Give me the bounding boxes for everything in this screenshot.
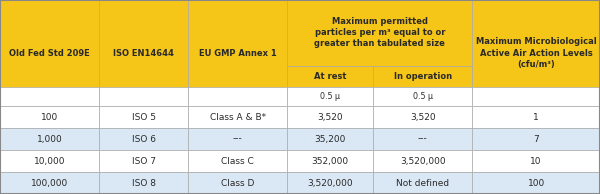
- Bar: [99, 128, 188, 150]
- Text: ISO 7: ISO 7: [131, 157, 155, 165]
- Text: 35,200: 35,200: [314, 134, 346, 144]
- Bar: [287, 66, 373, 87]
- Bar: [472, 87, 600, 106]
- Text: Class A & B*: Class A & B*: [210, 113, 266, 122]
- Bar: [0, 172, 99, 194]
- Text: Maximum Microbiological
Active Air Action Levels
(cfu/m³): Maximum Microbiological Active Air Actio…: [476, 37, 596, 69]
- Bar: [99, 0, 188, 106]
- Text: In operation: In operation: [394, 72, 452, 81]
- Text: Old Fed Std 209E: Old Fed Std 209E: [9, 48, 90, 58]
- Bar: [373, 87, 472, 106]
- Text: ISO 5: ISO 5: [131, 113, 155, 122]
- Text: Maximum permitted
particles per m³ equal to or
greater than tabulated size: Maximum permitted particles per m³ equal…: [314, 17, 445, 48]
- Bar: [287, 0, 472, 66]
- Text: 3,520: 3,520: [317, 113, 343, 122]
- Bar: [373, 172, 472, 194]
- Text: ---: ---: [418, 134, 428, 144]
- Text: 7: 7: [533, 134, 539, 144]
- Bar: [472, 150, 600, 172]
- Bar: [99, 172, 188, 194]
- Bar: [0, 87, 99, 106]
- Text: 100: 100: [527, 178, 545, 188]
- Text: EU GMP Annex 1: EU GMP Annex 1: [199, 48, 277, 58]
- Bar: [0, 0, 99, 106]
- Text: Not defined: Not defined: [397, 178, 449, 188]
- Text: 100,000: 100,000: [31, 178, 68, 188]
- Bar: [188, 150, 287, 172]
- Text: ISO EN14644: ISO EN14644: [113, 48, 174, 58]
- Text: ISO 8: ISO 8: [131, 178, 155, 188]
- Text: 352,000: 352,000: [312, 157, 349, 165]
- Bar: [287, 87, 373, 106]
- Text: ---: ---: [233, 134, 242, 144]
- Text: 1: 1: [533, 113, 539, 122]
- Bar: [287, 106, 373, 128]
- Bar: [472, 106, 600, 128]
- Bar: [99, 87, 188, 106]
- Bar: [0, 150, 99, 172]
- Bar: [188, 172, 287, 194]
- Bar: [472, 172, 600, 194]
- Bar: [0, 106, 99, 128]
- Bar: [287, 128, 373, 150]
- Bar: [188, 87, 287, 106]
- Text: Class D: Class D: [221, 178, 254, 188]
- Bar: [373, 66, 472, 87]
- Bar: [188, 128, 287, 150]
- Text: 0.5 μ: 0.5 μ: [320, 92, 340, 101]
- Bar: [99, 150, 188, 172]
- Bar: [287, 172, 373, 194]
- Bar: [373, 150, 472, 172]
- Text: 0.5 μ: 0.5 μ: [413, 92, 433, 101]
- Bar: [0, 128, 99, 150]
- Bar: [373, 106, 472, 128]
- Text: 1,000: 1,000: [37, 134, 62, 144]
- Bar: [99, 106, 188, 128]
- Bar: [188, 0, 287, 106]
- Text: 3,520,000: 3,520,000: [400, 157, 446, 165]
- Text: 10,000: 10,000: [34, 157, 65, 165]
- Bar: [188, 106, 287, 128]
- Text: Class C: Class C: [221, 157, 254, 165]
- Text: At rest: At rest: [314, 72, 347, 81]
- Text: ISO 6: ISO 6: [131, 134, 155, 144]
- Bar: [373, 128, 472, 150]
- Bar: [287, 150, 373, 172]
- Text: 100: 100: [41, 113, 58, 122]
- Bar: [472, 0, 600, 106]
- Text: 10: 10: [530, 157, 542, 165]
- Text: 3,520: 3,520: [410, 113, 436, 122]
- Bar: [472, 128, 600, 150]
- Text: 3,520,000: 3,520,000: [308, 178, 353, 188]
